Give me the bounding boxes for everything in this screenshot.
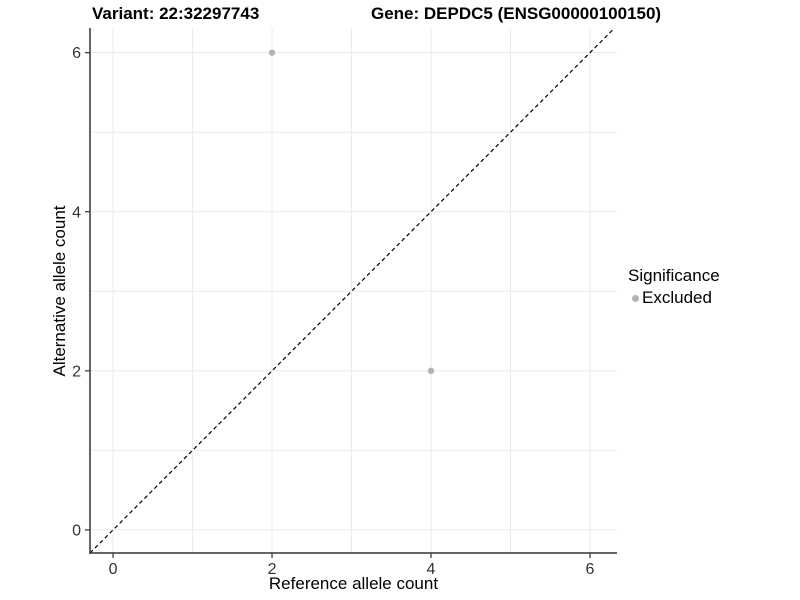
x-tick-label: 2 bbox=[268, 561, 277, 578]
y-tick-label: 4 bbox=[72, 204, 81, 221]
plot-title-variant: Variant: 22:32297743 bbox=[92, 4, 260, 23]
y-tick-label: 2 bbox=[72, 363, 81, 380]
legend-entry-label: Excluded bbox=[642, 288, 712, 307]
legend-title: Significance bbox=[628, 266, 720, 285]
y-tick-label: 6 bbox=[72, 45, 81, 62]
plot-title-gene: Gene: DEPDC5 (ENSG00000100150) bbox=[371, 4, 662, 23]
data-point bbox=[427, 367, 435, 375]
legend-key bbox=[628, 289, 642, 307]
legend: Significance Excluded bbox=[628, 266, 720, 308]
y-axis-title: Alternative allele count bbox=[50, 205, 69, 377]
legend-entry: Excluded bbox=[628, 288, 720, 308]
x-tick-label: 0 bbox=[109, 561, 118, 578]
x-axis-title: Reference allele count bbox=[268, 574, 439, 593]
data-point bbox=[268, 49, 276, 56]
legend-dot-icon bbox=[631, 294, 639, 302]
x-tick-label: 6 bbox=[586, 561, 595, 578]
identity-line bbox=[89, 27, 616, 554]
y-tick-label: 0 bbox=[72, 522, 81, 539]
x-tick-label: 4 bbox=[427, 561, 436, 578]
